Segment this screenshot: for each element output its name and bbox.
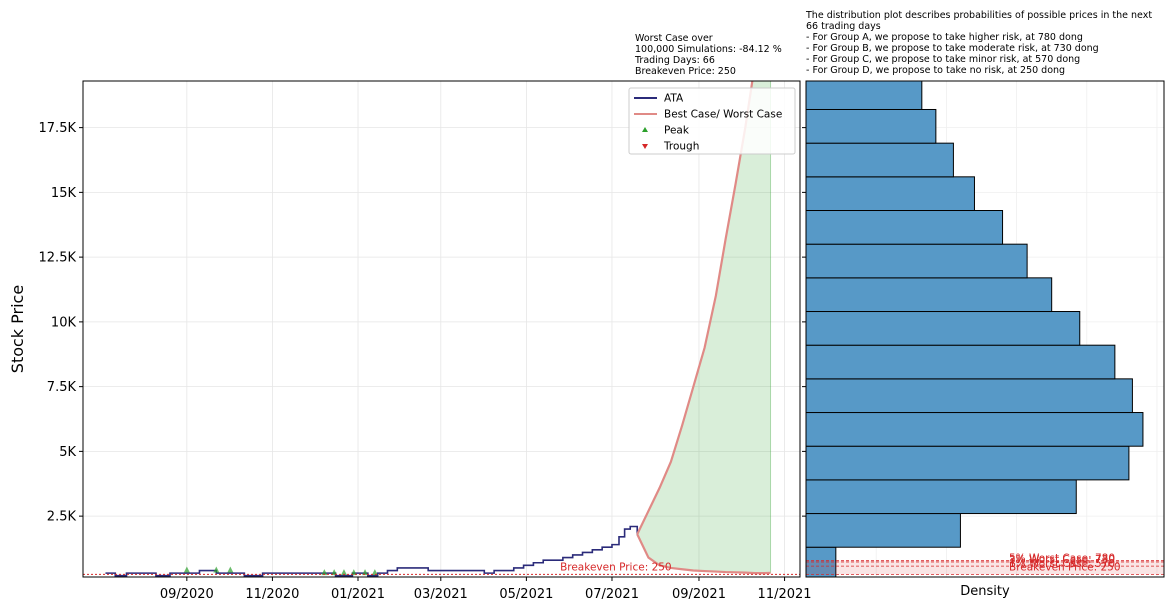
hist-bar [806,277,1053,313]
legend-box [628,87,796,155]
main-series [105,81,771,577]
legend-label: Trough [663,141,699,153]
y-tick-label: 7.5K [47,380,77,395]
peak-trough-markers [183,566,378,576]
hist-bar [806,445,1130,481]
main-plot-frame [82,80,801,578]
legend-label: Peak [664,125,690,137]
y-axis-label: Stock Price [8,285,27,373]
peak-marker [227,566,234,573]
worst-case-note: Worst Case over 100,000 Simulations: -84… [635,33,782,77]
hist-plot-frame [805,80,1165,578]
breakeven-line: Breakeven Price: 250 [83,561,800,575]
y-tick-label: 12.5K [39,251,77,266]
y-tick-label: 5K [59,445,76,460]
y-axis-ticks: 2.5K 5K 7.5K 10K 12.5K 15K 17.5K [39,121,83,525]
y-tick-label: 15K [51,186,77,201]
x-tick-label: 01/2021 [331,587,385,602]
x-tick-label: 09/2021 [672,587,726,602]
x-tick-label: 05/2021 [499,587,553,602]
legend-swatch-peak [642,127,648,132]
hist-bar [806,344,1116,380]
best-case-line [636,81,754,535]
legend-swatch-trough [642,144,648,149]
risk-band [806,560,1164,575]
hist-bar [806,513,961,548]
main-axes: Breakeven Price: 250 09/2020 11/2020 01/20… [8,80,812,602]
hist-bars [806,81,1144,577]
hist-bar [806,176,975,212]
ata-line [105,525,639,577]
x-tick-label: 03/2021 [414,587,468,602]
distribution-note: The distribution plot describes probabil… [806,10,1153,76]
legend-label: Best Case/ Worst Case [664,109,782,121]
scenario-band [637,81,771,574]
risk-line-label: 3% Worst Case: 730 [1009,554,1115,566]
x-tick-label: 11/2020 [245,587,299,602]
breakeven-label: Breakeven Price: 250 [560,561,672,573]
hist-bar [806,479,1077,515]
hist-x-label: Density [960,584,1010,599]
hist-bar [806,546,837,577]
risk-line-label: 1% Worst Case: 570 [1009,558,1115,570]
scenario-fill [637,81,772,574]
x-axis-ticks: 09/2020 11/2020 01/2021 03/2021 05/2021 07/20… [160,577,812,602]
y-tick-label: 17.5K [39,121,77,136]
hist-bar [806,412,1144,447]
peak-marker [350,569,357,576]
peak-marker [321,569,328,576]
peak-marker [340,569,347,576]
worst-case-line [636,533,771,575]
hist-y-ticks [802,127,806,517]
hist-bar [806,378,1133,414]
x-tick-label: 09/2020 [160,587,214,602]
hist-bar [806,81,923,110]
risk-line-label: Breakeven Price: 250 [1009,561,1121,573]
peak-marker [362,569,369,576]
hist-bar [806,142,954,178]
y-tick-label: 2.5K [47,510,77,525]
hist-bar [806,243,1028,279]
main-grid [83,81,800,577]
peak-marker [213,566,220,573]
hist-bar [806,108,937,144]
legend: ATA Best Case/ Worst Case Peak Trough [628,87,796,155]
hist-bar [806,210,1004,245]
legend-label: ATA [664,93,684,105]
peak-marker [331,569,338,576]
peak-marker [371,569,378,576]
hist-bar [806,311,1081,346]
peak-marker [183,566,190,573]
x-tick-label: 07/2021 [585,587,639,602]
x-tick-label: 11/2021 [758,587,812,602]
y-tick-label: 10K [51,315,77,330]
